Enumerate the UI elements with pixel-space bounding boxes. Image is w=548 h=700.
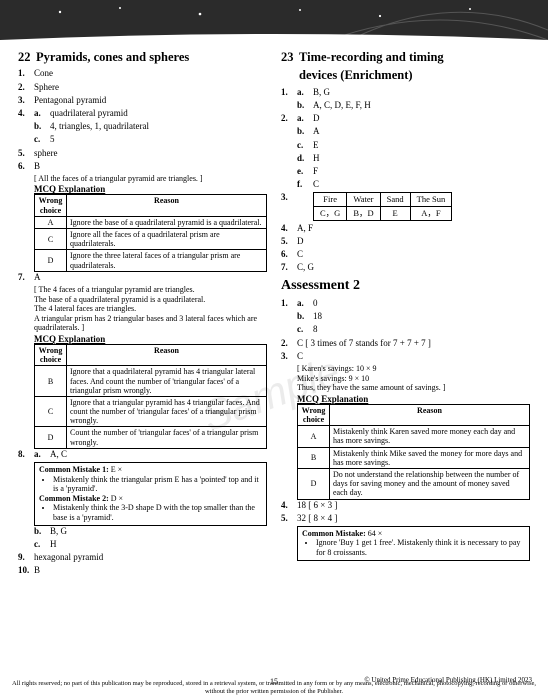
table-row: DIgnore the three lateral faces of a tri… xyxy=(35,250,267,271)
list-item: d.H xyxy=(281,153,530,165)
section-heading-line2: devices (Enrichment) xyxy=(281,68,530,82)
mcq-table: Wrong choiceReasonAIgnore the base of a … xyxy=(34,194,267,271)
mcq-table: Wrong choiceReasonBIgnore that a quadril… xyxy=(34,344,267,449)
right-column: 23Time-recording and timing devices (Enri… xyxy=(281,50,530,578)
left-column: 22Pyramids, cones and spheres 1.Cone 2.Sph… xyxy=(18,50,267,578)
list-item: 5.32 [ 8 × 4 ] xyxy=(281,513,530,525)
list-item: b.B, G xyxy=(18,526,267,538)
item-note: Mike's savings: 9 × 10 xyxy=(281,374,530,384)
list-item: 3.C xyxy=(281,351,530,363)
list-item: 3.Pentagonal pyramid xyxy=(18,95,267,107)
list-item: e.F xyxy=(281,166,530,178)
table-row: AIgnore the base of a quadrilateral pyra… xyxy=(35,216,267,228)
common-mistake-box: Common Mistake: 64 ×Ignore 'Buy 1 get 1 … xyxy=(297,526,530,561)
list-item: 5.sphere xyxy=(18,148,267,160)
list-item: b.A xyxy=(281,126,530,138)
list-item: 8.a.A, C xyxy=(18,449,267,461)
footer-rights: All rights reserved; no part of this pub… xyxy=(0,680,548,696)
item-note: [ The 4 faces of a triangular pyramid ar… xyxy=(18,285,267,295)
grid-table: FireWaterSandThe SunC，GB，DEA，F xyxy=(313,192,452,221)
list-item: f.C xyxy=(281,179,530,191)
list-item: 5.D xyxy=(281,236,530,248)
list-item: 10.B xyxy=(18,565,267,577)
list-item: c.5 xyxy=(18,134,267,146)
table-row: BIgnore that a quadrilateral pyramid has… xyxy=(35,366,267,397)
mcq-explanation-heading: MCQ Explanation xyxy=(34,184,267,194)
common-mistake-box: Common Mistake 1: E ×Mistakenly think th… xyxy=(34,462,267,526)
list-item: c.H xyxy=(18,539,267,551)
mcq-explanation-heading: MCQ Explanation xyxy=(297,394,530,404)
table-row: AMistakenly think Karen saved more money… xyxy=(298,426,530,447)
list-item: 4.a.quadrilateral pyramid xyxy=(18,108,267,120)
list-item: 4.18 [ 6 × 3 ] xyxy=(281,500,530,512)
list-item: 2.a.D xyxy=(281,113,530,125)
list-item: 9.hexagonal pyramid xyxy=(18,552,267,564)
assessment-heading: Assessment 2 xyxy=(281,278,530,294)
section-heading: 22Pyramids, cones and spheres xyxy=(18,50,267,64)
list-item: 6.C xyxy=(281,249,530,261)
list-item: 2.C [ 3 times of 7 stands for 7 + 7 + 7 … xyxy=(281,338,530,350)
list-item: 1.Cone xyxy=(18,68,267,80)
table-row: CIgnore that a triangular pyramid has 4 … xyxy=(35,396,267,427)
list-item: 7.C, G xyxy=(281,262,530,274)
list-item: b.4, triangles, 1, quadrilateral xyxy=(18,121,267,133)
list-item: c.8 xyxy=(281,324,530,336)
table-row: BMistakenly think Mike saved the money f… xyxy=(298,447,530,468)
mcq-explanation-heading: MCQ Explanation xyxy=(34,334,267,344)
item-note: Thus, they have the same amount of savin… xyxy=(281,383,530,393)
list-item: b.18 xyxy=(281,311,530,323)
item-note: [ Karen's savings: 10 × 9 xyxy=(281,364,530,374)
list-item: 1.a.0 xyxy=(281,298,530,310)
table-row: DDo not understand the relationship betw… xyxy=(298,468,530,499)
list-item: c.E xyxy=(281,140,530,152)
list-item: 3.FireWaterSandThe SunC，GB，DEA，F xyxy=(281,192,530,221)
header-banner xyxy=(0,0,548,40)
list-item: 1.a.B, G xyxy=(281,87,530,99)
item-note: The base of a quadrilateral pyramid is a… xyxy=(18,295,267,305)
list-item: 6.B xyxy=(18,161,267,173)
list-item: 7.A xyxy=(18,272,267,284)
item-note: The 4 lateral faces are triangles. xyxy=(18,304,267,314)
section-heading: 23Time-recording and timing xyxy=(281,50,530,64)
item-note: A triangular prism has 2 triangular base… xyxy=(18,314,267,333)
list-item: b.A, C, D, E, F, H xyxy=(281,100,530,112)
table-row: DCount the number of 'triangular faces' … xyxy=(35,427,267,448)
list-item: 2.Sphere xyxy=(18,82,267,94)
table-row: CIgnore all the faces of a quadrilateral… xyxy=(35,229,267,250)
list-item: 4.A, F xyxy=(281,223,530,235)
item-note: [ All the faces of a triangular pyramid … xyxy=(18,174,267,184)
mcq-table: Wrong choiceReasonAMistakenly think Kare… xyxy=(297,404,530,500)
